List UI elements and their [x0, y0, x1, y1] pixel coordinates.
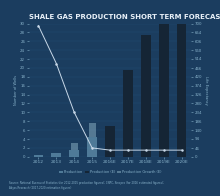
Bar: [69, 150, 79, 157]
Y-axis label: Number of Wells: Number of Wells: [14, 75, 18, 105]
Y-axis label: Life Expectancy: Life Expectancy: [204, 76, 209, 104]
Bar: [123, 70, 133, 157]
Bar: [87, 137, 97, 157]
Bar: [51, 153, 61, 157]
Text: Source: National Bureau of Statistics (for 2012-2015 production figures); CNPC, : Source: National Bureau of Statistics (f…: [9, 181, 164, 190]
Bar: [141, 35, 151, 157]
Bar: [33, 155, 43, 157]
Legend: Production, Production (E), Production Growth (E): Production, Production (E), Production G…: [58, 170, 162, 175]
Text: SHALE GAS PRODUCTION SHORT TERM FORECAST: SHALE GAS PRODUCTION SHORT TERM FORECAST: [29, 14, 220, 20]
Bar: [71, 143, 78, 150]
Bar: [177, 0, 187, 157]
Bar: [89, 122, 95, 137]
Bar: [105, 126, 115, 157]
Bar: [159, 0, 169, 157]
